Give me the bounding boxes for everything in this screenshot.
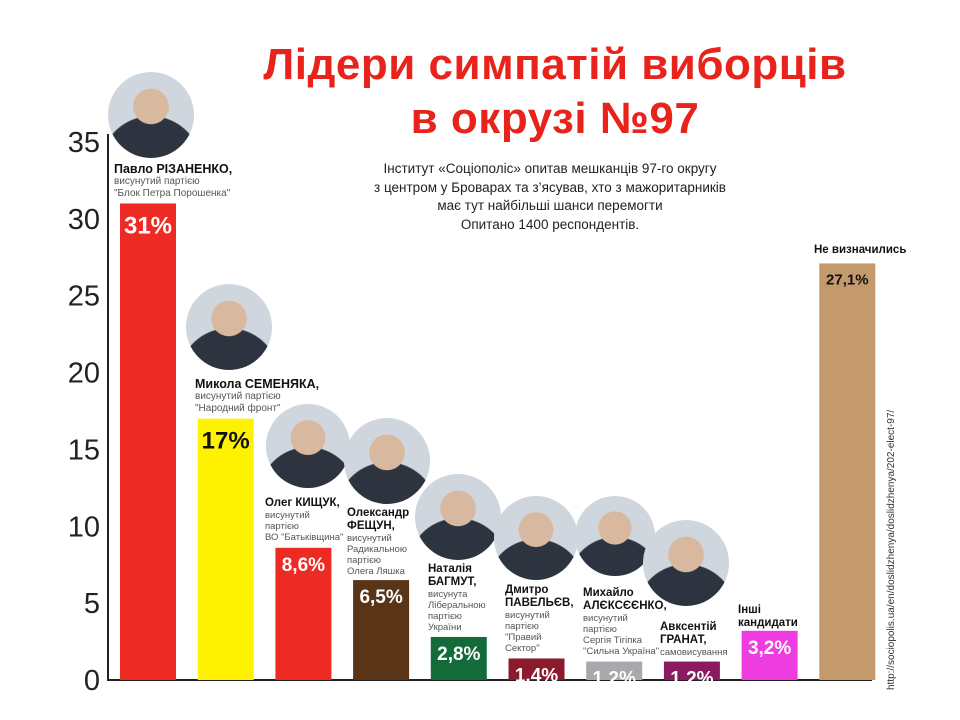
- y-tick-label: 25: [68, 281, 100, 313]
- candidate-photo-semenyaka: [186, 284, 272, 370]
- y-tick-label: 0: [84, 665, 100, 697]
- subtitle-line: має тут найбільші шанси перемогти: [437, 198, 663, 213]
- bar-value-label: 1,2%: [670, 669, 713, 690]
- bar: [275, 547, 332, 680]
- chart-subtitle: Інститут «Соціополіс» опитав мешканців 9…: [330, 160, 770, 234]
- bar: [508, 658, 565, 680]
- bar-value-label: 3,2%: [748, 638, 791, 659]
- candidate-caption: Михайло АЛЄКСЄЄНКО, висунутий партією Се…: [583, 587, 667, 657]
- bar-value-label: 17%: [202, 428, 250, 455]
- chart-title-line: в окрузі №97: [410, 94, 700, 143]
- bar: [819, 263, 876, 680]
- candidate-photo-bahmut: [415, 474, 501, 560]
- bar-value-label: 1,4%: [515, 665, 558, 686]
- y-tick-label: 5: [84, 588, 100, 620]
- category-caption-others: Інші кандидати: [738, 604, 798, 629]
- bar: [741, 630, 798, 680]
- candidate-photo-hranat: [643, 520, 729, 606]
- bar-value-label: 31%: [124, 212, 172, 239]
- candidate-caption: Дмитро ПАВЕЛЬЄВ, висунутий партією "Прав…: [505, 584, 574, 654]
- subtitle-line: з центром у Броварах та з’ясував, хто з …: [374, 179, 726, 195]
- y-tick-label: 10: [68, 511, 100, 543]
- candidate-photo-rizanenko: [108, 72, 194, 158]
- candidate-caption: Авксентій ГРАНАТ, самовисування: [660, 621, 728, 658]
- candidate-caption: Наталія БАГМУТ, висунута Ліберальною пар…: [428, 563, 486, 633]
- y-tick-label: 30: [68, 204, 100, 236]
- candidate-photo-feshchun: [344, 418, 430, 504]
- subtitle-line: Інститут «Соціополіс» опитав мешканців 9…: [383, 161, 717, 176]
- bar: [197, 418, 254, 680]
- category-caption-undecided: Не визначились: [814, 244, 907, 256]
- candidate-photo-pavelyev: [494, 496, 578, 580]
- bar: [430, 636, 487, 680]
- bar-value-label: 6,5%: [359, 587, 402, 608]
- bar: [120, 203, 176, 680]
- candidate-caption: Микола СЕМЕНЯКА, висунутий партією "Наро…: [195, 377, 320, 414]
- bar-value-label: 2,8%: [437, 644, 480, 665]
- chart-title-line: Лідери симпатій виборців: [263, 40, 847, 89]
- bar-value-label: 27,1%: [826, 271, 869, 288]
- bar: [586, 661, 643, 680]
- chart-title: Лідери симпатій виборців в окрузі №97: [215, 38, 895, 146]
- bar: [663, 661, 720, 680]
- subtitle-line: Опитано 1400 респондентів.: [460, 216, 640, 232]
- candidate-caption: Олександр ФЕЩУН, висунутий Радикальною п…: [347, 507, 410, 577]
- candidate-caption: Олег КИЩУК, висунутий партією ВО "Батькі…: [265, 497, 344, 543]
- bar-value-label: 8,6%: [282, 555, 325, 576]
- bar-value-label: 1,2%: [593, 669, 636, 690]
- bar: [353, 580, 410, 680]
- y-tick-label: 20: [68, 358, 100, 390]
- candidate-photo-kyshchuk: [266, 404, 350, 488]
- y-tick-label: 15: [68, 434, 100, 466]
- y-tick-label: 35: [68, 127, 100, 159]
- candidate-photo-alekseenko: [575, 496, 655, 576]
- candidate-caption: Павло РІЗАНЕНКО, висунутий партією "Блок…: [114, 162, 233, 199]
